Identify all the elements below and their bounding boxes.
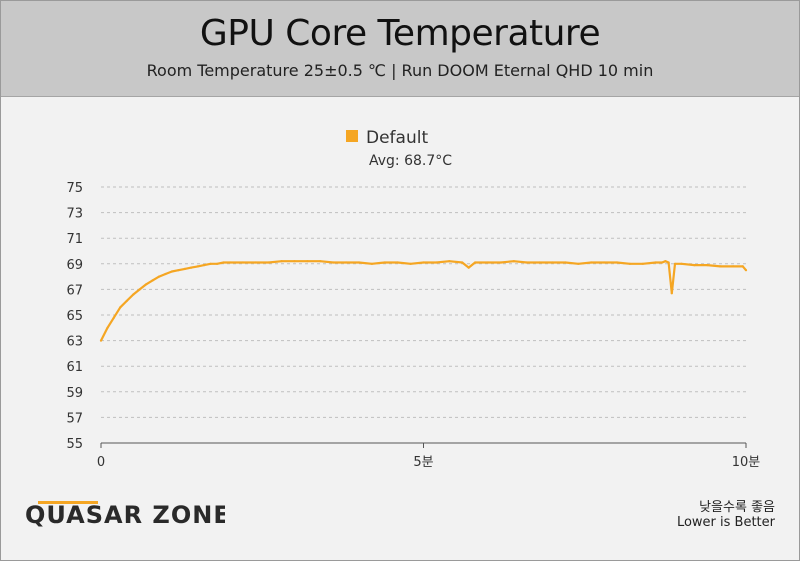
y-tick-label: 65 (66, 309, 83, 324)
data-point (293, 260, 296, 263)
data-point (538, 261, 541, 264)
data-point (590, 261, 593, 264)
data-point (332, 261, 335, 264)
x-tick-label: 5분 (413, 455, 433, 470)
data-point (138, 288, 141, 291)
data-point (370, 262, 373, 265)
note-korean: 낮을수록 좋음 (699, 500, 775, 515)
y-tick-label: 61 (66, 360, 83, 375)
y-tick-label: 75 (66, 181, 83, 196)
data-point (203, 264, 206, 267)
data-point (744, 269, 748, 272)
data-point (177, 269, 180, 272)
data-point (409, 262, 412, 265)
data-point (564, 261, 567, 264)
data-point (664, 260, 667, 263)
data-point (190, 266, 193, 269)
data-point (741, 265, 744, 268)
data-point (228, 261, 232, 264)
data-point (383, 261, 386, 264)
data-point (448, 260, 451, 263)
data-point (670, 292, 673, 295)
y-tick-label: 69 (66, 258, 83, 273)
y-tick-label: 55 (66, 437, 83, 452)
data-point (525, 261, 528, 264)
svg-text:QUASAR ZONE: QUASAR ZONE (25, 501, 225, 529)
data-point (119, 306, 122, 309)
data-point (99, 339, 103, 342)
data-point (125, 299, 128, 302)
legend-swatch (346, 130, 358, 142)
chart-subtitle: Room Temperature 25±0.5 ℃ | Run DOOM Ete… (146, 61, 654, 80)
data-point (435, 261, 438, 264)
y-tick-label: 59 (66, 386, 83, 401)
data-point (641, 262, 644, 265)
data-point (164, 272, 167, 276)
data-point (706, 264, 709, 267)
series-line-default (100, 260, 747, 342)
data-point (474, 261, 477, 264)
data-point (216, 262, 219, 265)
data-point (222, 261, 225, 264)
data-point (719, 265, 722, 268)
y-tick-label: 57 (66, 411, 83, 426)
y-tick-label: 71 (66, 232, 83, 247)
data-point (693, 264, 696, 267)
legend-label: Default (366, 128, 428, 148)
data-point (680, 262, 683, 265)
data-point (577, 262, 580, 265)
data-point (628, 262, 632, 265)
data-point (183, 267, 186, 270)
data-point (667, 261, 670, 264)
chart-header: GPU Core Temperature Room Temperature 25… (1, 1, 799, 97)
data-point (499, 261, 502, 264)
data-point (209, 262, 212, 265)
data-point (357, 261, 361, 264)
data-point (673, 262, 677, 265)
data-point (661, 261, 664, 264)
data-point (112, 316, 115, 319)
data-point (422, 261, 425, 264)
brand-logo: QUASAR ZONE (25, 501, 225, 529)
chart-title: GPU Core Temperature (199, 13, 601, 54)
data-point (280, 260, 283, 263)
average-annotation: Avg: 68.7°C (369, 153, 452, 169)
data-point (158, 275, 161, 278)
data-point (145, 283, 148, 286)
data-point (615, 261, 619, 264)
data-point (551, 261, 554, 264)
data-point (319, 260, 322, 263)
data-point (170, 270, 173, 273)
y-tick-label: 67 (66, 283, 83, 298)
data-point (196, 265, 199, 268)
y-tick-label: 73 (66, 207, 83, 222)
data-point (345, 261, 348, 264)
note-lower-is-better: Lower is Better (676, 515, 775, 530)
y-tick-label: 63 (66, 335, 83, 350)
data-point (132, 293, 135, 296)
data-point (512, 260, 515, 263)
data-point (461, 261, 464, 264)
x-tick-label: 10분 (732, 455, 761, 470)
data-point (603, 261, 606, 264)
data-point (486, 261, 490, 264)
data-point (241, 261, 244, 264)
data-point (106, 326, 109, 329)
data-point (396, 261, 399, 264)
x-tick-label: 0 (97, 455, 105, 470)
data-point (467, 266, 470, 269)
data-point (732, 265, 735, 268)
data-point (151, 279, 154, 282)
data-point (654, 261, 657, 264)
data-point (254, 261, 257, 264)
data-point (306, 260, 309, 263)
data-point (267, 261, 270, 264)
